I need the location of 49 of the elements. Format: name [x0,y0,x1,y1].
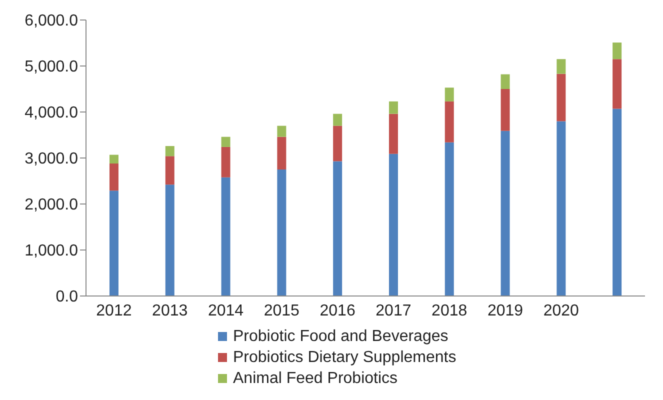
bar [388,114,398,154]
y-tick-label: 1,000.0 [24,242,78,260]
bar [444,142,454,296]
bar [444,88,454,102]
bar [221,146,230,178]
bar [165,146,174,156]
legend-label: Probiotic Food and Beverages [233,328,448,346]
x-tick-label: 2012 [96,302,132,320]
y-tick-label: 4,000.0 [24,104,78,122]
bar [221,136,230,147]
bar [500,89,510,131]
x-tick-label: 2013 [152,302,188,320]
bar [556,74,566,122]
bar [109,190,118,296]
bar [333,114,342,126]
bar [277,170,286,296]
bar [333,161,342,296]
bar [333,126,342,162]
y-tick-label: 0.0 [56,288,78,306]
bar [221,177,230,296]
bar [277,126,286,137]
bar [165,184,174,296]
bar [612,108,622,296]
bar [277,136,286,170]
bar [388,101,398,114]
y-tick-label: 3,000.0 [24,150,78,168]
y-tick-label: 5,000.0 [24,58,78,76]
x-tick-label: 2014 [208,302,244,320]
bar [109,154,118,164]
x-tick-label: 2020 [543,302,580,320]
legend-label: Probiotics Dietary Supplements [233,348,456,366]
bar [612,42,622,60]
bar [556,59,566,74]
bar [556,121,566,296]
x-tick-label: 2017 [376,302,412,320]
y-tick-label: 2,000.0 [24,196,78,214]
x-tick-label: 2016 [320,302,356,320]
x-tick-label: 2019 [487,302,524,320]
bar [612,59,622,109]
x-tick-label: 2015 [264,302,300,320]
legend-label: Animal Feed Probiotics [233,370,398,388]
bar [444,101,454,142]
y-tick-label: 6,000.0 [24,12,78,30]
bar [500,74,510,89]
bar [500,130,510,296]
x-tick-label: 2018 [432,302,468,320]
bar [388,154,398,296]
bar [165,156,174,185]
bar [109,164,118,191]
